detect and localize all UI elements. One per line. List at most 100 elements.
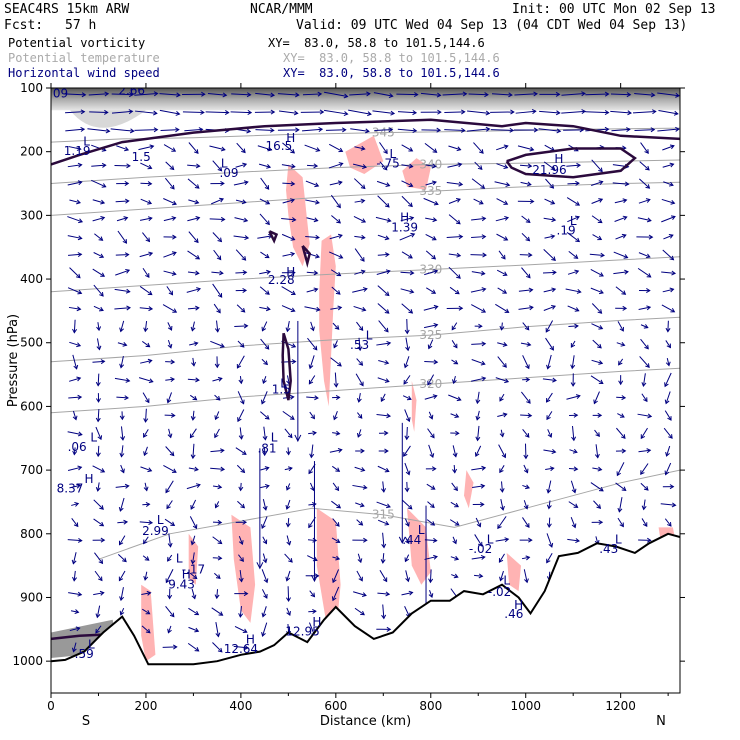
wind-vector-head <box>404 557 410 563</box>
wind-vector <box>495 538 509 542</box>
wind-vector <box>306 217 318 222</box>
wind-vector <box>547 480 552 493</box>
wind-vector-head <box>525 377 531 383</box>
wind-vector <box>163 217 176 222</box>
wind-vector-head <box>604 110 610 116</box>
wind-vector <box>71 503 79 506</box>
wind-vector-head <box>573 503 579 508</box>
x-tick-label: 400 <box>229 699 252 713</box>
wind-vector-head <box>668 234 674 239</box>
wind-vector <box>401 251 413 259</box>
wind-vector <box>69 377 81 382</box>
wind-vector <box>662 249 674 261</box>
field-xy-wind: XY= 83.0, 58.8 to 101.5,144.6 <box>283 66 500 80</box>
wind-vector <box>119 497 125 512</box>
wind-vector-head <box>551 217 557 223</box>
wind-vector <box>115 254 129 256</box>
wind-vector-head <box>119 452 125 458</box>
field-xy-pv: XY= 83.0, 58.8 to 101.5,144.6 <box>268 36 485 50</box>
wind-vector-head <box>76 342 82 348</box>
wind-vector-head <box>481 216 487 222</box>
wind-vector <box>111 93 133 96</box>
theta-contour <box>98 469 680 560</box>
theta-contour <box>51 181 680 216</box>
wind-vector <box>592 467 602 471</box>
wind-vector-head <box>384 327 389 333</box>
wind-vector-head <box>143 327 149 333</box>
wind-vector-head <box>650 127 656 133</box>
wind-vector-head <box>176 92 181 98</box>
wind-vector <box>165 161 175 170</box>
wind-vector <box>87 128 110 132</box>
wind-vector-head <box>237 417 242 423</box>
wind-vector <box>159 109 180 115</box>
wind-vector-head <box>308 379 314 385</box>
wind-vector <box>143 536 149 544</box>
wind-vector-head <box>365 128 370 134</box>
y-tick-label: 100 <box>20 81 43 95</box>
wind-vector-head <box>480 554 486 560</box>
wind-vector <box>94 233 103 241</box>
wind-vector-head <box>170 184 175 190</box>
wind-vector-head <box>315 147 321 152</box>
wind-vector-head <box>671 502 677 508</box>
wind-vector-head <box>645 253 651 259</box>
wind-vector <box>116 396 129 399</box>
low-marker: L <box>271 430 278 444</box>
wind-vector-head <box>191 594 197 600</box>
wind-vector <box>517 145 534 151</box>
wind-vector <box>377 195 390 208</box>
wind-vector-head <box>99 590 105 596</box>
wind-vector <box>163 252 177 258</box>
wind-vector <box>471 343 486 345</box>
wind-vector <box>168 533 172 547</box>
wind-vector-head <box>404 329 410 335</box>
wind-vector <box>663 427 673 439</box>
wind-vector-head <box>643 324 649 329</box>
wind-vector <box>263 426 266 440</box>
wind-vector <box>281 233 295 241</box>
field-value-label: 2.66 <box>118 83 145 97</box>
wind-vector <box>664 372 672 387</box>
wind-vector-head <box>99 521 105 527</box>
init-time: Init: 00 UTC Mon 02 Sep 13 <box>512 2 716 17</box>
wind-vector <box>471 178 485 189</box>
wind-vector-head <box>214 503 220 509</box>
wind-vector-head <box>359 381 364 387</box>
wind-vector <box>616 396 626 399</box>
wind-vector <box>259 271 271 275</box>
wind-vector-head <box>313 287 319 293</box>
wind-vector-head <box>358 326 364 332</box>
wind-vector <box>119 535 126 545</box>
low-marker: L <box>570 214 577 228</box>
wind-vector-head <box>431 180 437 186</box>
y-tick-label: 400 <box>20 272 43 286</box>
wind-vector-head <box>499 325 505 331</box>
wind-vector <box>640 482 649 491</box>
wind-vector <box>308 375 316 385</box>
wind-vector <box>116 217 128 222</box>
wind-vector <box>184 128 203 132</box>
wind-vector <box>67 181 82 186</box>
wind-vector <box>135 110 157 114</box>
wind-vector-head <box>195 483 201 488</box>
wind-vector-head <box>475 436 481 442</box>
wind-vector <box>330 269 341 277</box>
wind-vector <box>451 340 458 348</box>
wind-vector <box>255 129 274 131</box>
wind-vector <box>235 249 246 261</box>
wind-vector <box>495 303 509 313</box>
wind-vector-head <box>408 182 414 188</box>
wind-vector-head <box>645 184 651 189</box>
wind-vector <box>68 592 82 596</box>
wind-vector-head <box>290 163 296 169</box>
wind-vector <box>167 392 173 403</box>
wind-vector-head <box>219 343 225 348</box>
theta-contour-label: 320 <box>419 377 442 391</box>
wind-vector-head <box>665 451 670 457</box>
wind-vector-head <box>622 305 628 311</box>
wind-vector-head <box>146 590 152 596</box>
wind-vector <box>543 217 556 221</box>
wind-vector <box>404 554 410 562</box>
